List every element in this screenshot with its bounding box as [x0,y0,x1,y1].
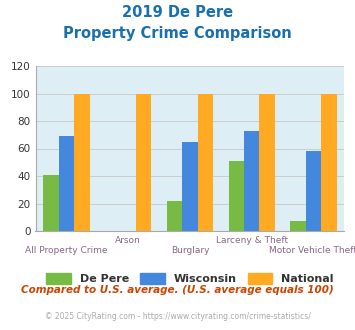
Bar [59,136,74,231]
Bar [321,93,337,231]
Text: Arson: Arson [115,236,141,245]
Bar [43,175,59,231]
Bar [198,93,213,231]
Bar [136,93,151,231]
Text: Burglary: Burglary [171,246,209,255]
Legend: De Pere, Wisconsin, National: De Pere, Wisconsin, National [47,273,333,284]
Bar [306,151,321,231]
Bar [74,93,89,231]
Text: Compared to U.S. average. (U.S. average equals 100): Compared to U.S. average. (U.S. average … [21,285,334,295]
Bar [167,201,182,231]
Text: All Property Crime: All Property Crime [25,246,108,255]
Text: © 2025 CityRating.com - https://www.cityrating.com/crime-statistics/: © 2025 CityRating.com - https://www.city… [45,312,310,321]
Bar [290,221,306,231]
Text: Property Crime Comparison: Property Crime Comparison [63,26,292,41]
Text: 2019 De Pere: 2019 De Pere [122,5,233,20]
Bar [260,93,275,231]
Text: Larceny & Theft: Larceny & Theft [215,236,288,245]
Bar [182,142,198,231]
Text: Motor Vehicle Theft: Motor Vehicle Theft [269,246,355,255]
Bar [244,131,260,231]
Bar [229,161,244,231]
